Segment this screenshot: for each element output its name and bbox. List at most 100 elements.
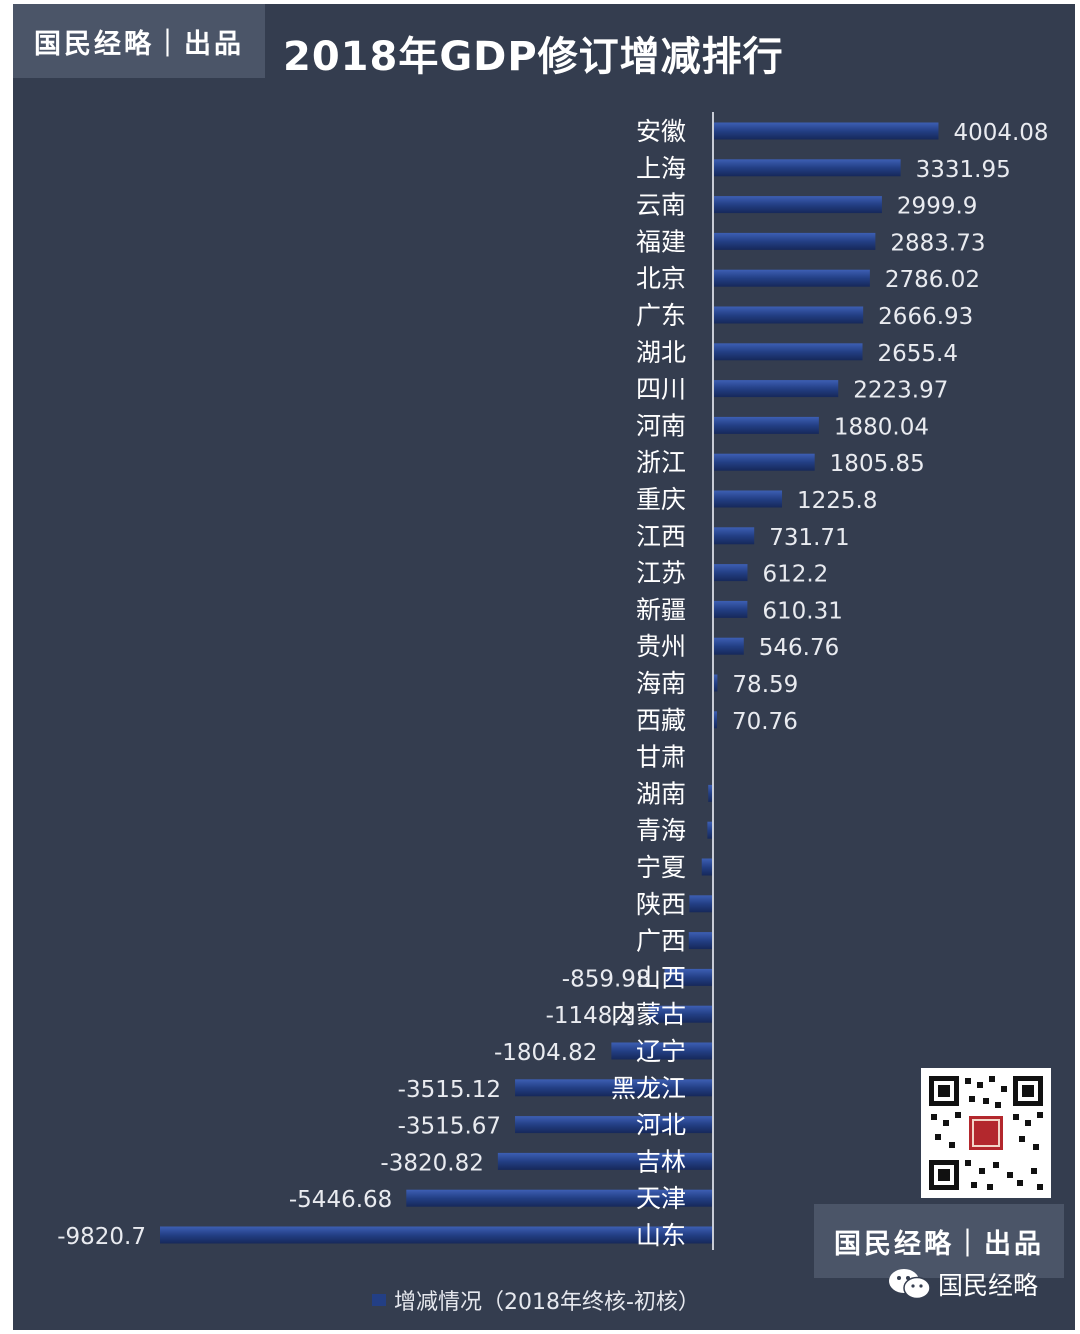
footer-brand-label: 国民经略｜出品 <box>834 1228 1044 1260</box>
data-label: 78.59 <box>732 672 798 698</box>
data-label: 70.76 <box>732 709 798 735</box>
bar <box>515 1116 713 1134</box>
bar <box>713 564 748 582</box>
data-label: -859.98 <box>562 966 651 992</box>
bar <box>648 1005 713 1023</box>
category-label: 浙江 <box>636 448 686 477</box>
category-label: 湖南 <box>636 779 686 808</box>
legend-label: 增减情况（2018年终核-初核） <box>394 1290 700 1315</box>
data-label: 546.76 <box>759 635 839 661</box>
category-label: 重庆 <box>636 485 686 514</box>
category-label: 广西 <box>636 927 686 956</box>
bar <box>688 932 713 950</box>
qr-code-icon <box>929 1076 1043 1190</box>
wechat-account-name: 国民经略 <box>938 1271 1039 1300</box>
category-label: 青海 <box>636 816 686 845</box>
bar <box>713 343 863 361</box>
category-label: 宁夏 <box>636 853 686 882</box>
category-label: 北京 <box>636 264 686 293</box>
data-label: 4004.08 <box>953 120 1048 146</box>
bar <box>713 711 717 729</box>
category-label: 福建 <box>636 227 686 256</box>
bar <box>713 232 876 250</box>
brand-label: 国民经略｜出品 <box>34 28 244 60</box>
wechat-account: 国民经略 <box>888 1266 1038 1302</box>
data-label: -3515.67 <box>398 1114 501 1140</box>
chart-title: 2018年GDP修订增减排行 <box>283 34 784 80</box>
data-label: -5446.68 <box>289 1187 392 1213</box>
category-label: 内蒙古 <box>611 1000 686 1029</box>
category-label: 贵州 <box>636 632 686 661</box>
chart-legend: 增减情况（2018年终核-初核） <box>372 1284 700 1316</box>
bar <box>713 416 819 434</box>
wechat-icon <box>889 1269 931 1300</box>
category-label: 河南 <box>636 411 686 440</box>
bar <box>611 1042 713 1060</box>
category-label: 山东 <box>636 1221 686 1250</box>
bar <box>707 821 713 839</box>
qr-code <box>921 1068 1051 1198</box>
category-label: 河北 <box>636 1111 686 1140</box>
category-label: 天津 <box>636 1184 686 1213</box>
category-label: 山西 <box>636 963 686 992</box>
category-label: 陕西 <box>636 890 686 919</box>
bar <box>713 600 748 618</box>
bar <box>515 1079 713 1097</box>
bar <box>708 784 713 802</box>
data-label: 1880.04 <box>834 414 929 440</box>
category-label: 云南 <box>636 191 686 220</box>
data-label: 3331.95 <box>916 157 1011 183</box>
data-label: 2666.93 <box>878 304 973 330</box>
data-label: -3515.12 <box>398 1077 501 1103</box>
bar <box>713 674 718 692</box>
category-label: 广东 <box>636 301 686 330</box>
category-label: 甘肃 <box>636 743 686 772</box>
data-label: -1148.2 <box>546 1003 635 1029</box>
bar <box>713 453 815 471</box>
brand-badge: 国民经略｜出品 <box>13 4 265 78</box>
data-label: -1804.82 <box>494 1040 597 1066</box>
data-label: 1805.85 <box>830 451 925 477</box>
category-label: 上海 <box>636 154 686 183</box>
legend-swatch <box>372 1294 386 1306</box>
bar <box>497 1152 713 1170</box>
category-label: 西藏 <box>636 706 686 735</box>
data-label: 1225.8 <box>797 488 877 514</box>
data-label: 2883.73 <box>890 230 985 256</box>
data-label: 2655.4 <box>878 341 958 367</box>
category-label: 新疆 <box>636 595 686 624</box>
category-label: 四川 <box>636 375 686 404</box>
chart-background <box>13 4 1075 1330</box>
bar <box>406 1189 713 1207</box>
bar <box>713 380 839 398</box>
footer-brand-badge: 国民经略｜出品 <box>814 1204 1064 1278</box>
bar <box>713 490 783 508</box>
data-label: 2786.02 <box>885 267 980 293</box>
bar <box>713 637 744 655</box>
bar <box>713 306 864 324</box>
data-label: 2223.97 <box>853 378 948 404</box>
bar <box>713 196 882 214</box>
data-label: 612.2 <box>762 562 828 588</box>
category-label: 湖北 <box>636 338 686 367</box>
bar <box>664 968 713 986</box>
category-label: 安徽 <box>636 117 686 146</box>
bar <box>713 269 870 287</box>
category-label: 江西 <box>636 522 686 551</box>
category-label: 江苏 <box>636 559 686 588</box>
bar <box>160 1226 713 1244</box>
bar <box>689 895 713 913</box>
category-label: 吉林 <box>636 1147 686 1176</box>
data-label: 2999.9 <box>897 194 977 220</box>
category-label: 黑龙江 <box>611 1074 686 1103</box>
data-label: -3820.82 <box>380 1150 483 1176</box>
bar <box>713 159 901 177</box>
data-label: 731.71 <box>769 525 849 551</box>
data-label: -9820.7 <box>57 1224 146 1250</box>
data-label: 610.31 <box>762 598 842 624</box>
category-label: 辽宁 <box>636 1037 686 1066</box>
bar <box>701 858 713 876</box>
bar <box>713 122 939 140</box>
category-label: 海南 <box>636 669 686 698</box>
